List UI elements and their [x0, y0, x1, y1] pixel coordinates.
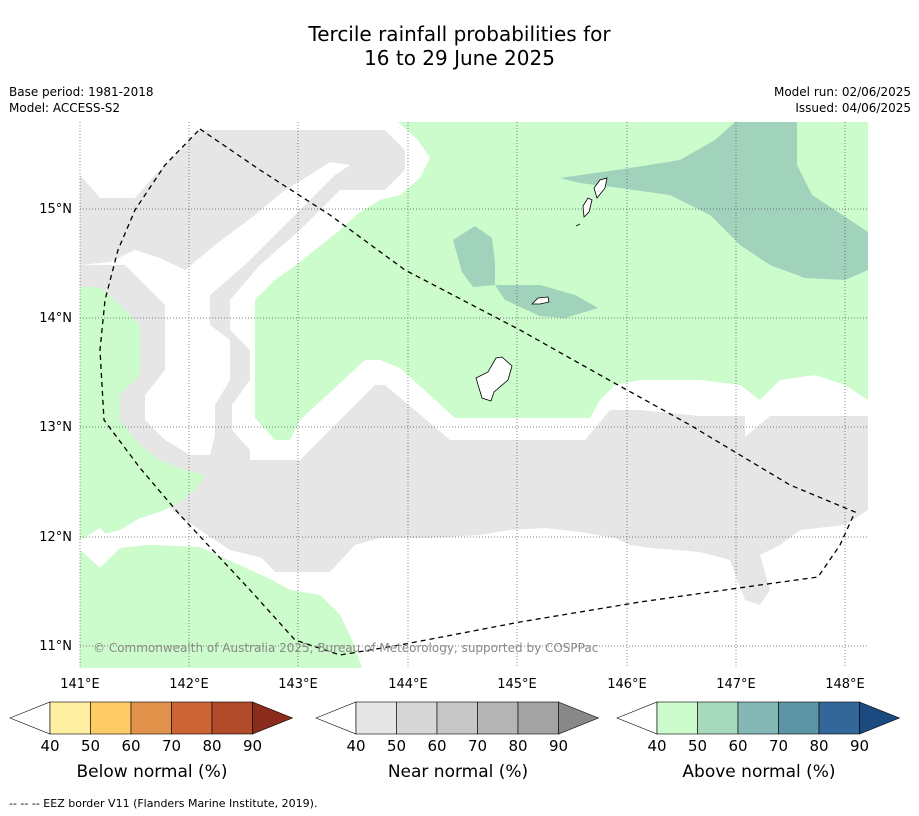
- colorbar-segment: [697, 701, 739, 735]
- map: 141°E 142°E 143°E 144°E 145°E 146°E 147°…: [39, 122, 868, 692]
- colorbar-tick-label: 90: [849, 737, 870, 755]
- colorbar-segment: [778, 701, 820, 735]
- copyright-notice: © Commonwealth of Australia 2025, Bureau…: [93, 641, 599, 655]
- colorbar-tick-label: 60: [427, 737, 447, 755]
- colorbar-segment: [355, 701, 397, 735]
- colorbar-tick-label: 50: [687, 737, 708, 755]
- guam-island: [475, 356, 513, 402]
- colorbar-tick-label: 40: [40, 737, 60, 755]
- rota-island: [531, 296, 550, 305]
- aguijan-island: [575, 223, 581, 227]
- colorbar-tick-label: 80: [809, 737, 829, 755]
- lat-tick: 13°N: [39, 420, 72, 435]
- colorbar-tick-label: 80: [202, 737, 222, 755]
- issued-label: Issued: 04/06/2025: [795, 101, 911, 115]
- colorbar-segment: [517, 701, 559, 735]
- lat-tick: 12°N: [39, 530, 72, 545]
- colorbar-tick-label: 40: [346, 737, 366, 755]
- colorbar-segment: [171, 701, 213, 735]
- graticule: [79, 122, 868, 668]
- colorbar-tick-label: 70: [467, 737, 488, 755]
- colorbar-low-extension: [616, 701, 658, 735]
- lon-tick: 144°E: [388, 677, 428, 692]
- islands: [475, 177, 608, 402]
- tinian-island: [582, 197, 593, 218]
- colorbar-tick-label: 60: [121, 737, 141, 755]
- title-line-2: 16 to 29 June 2025: [364, 46, 555, 70]
- lon-tick: 147°E: [716, 677, 756, 692]
- map-fills: [80, 122, 868, 668]
- colorbar-segment: [90, 701, 132, 735]
- lat-tick: 15°N: [39, 202, 72, 217]
- colorbar-low-extension: [315, 701, 357, 735]
- colorbar-segment: [49, 701, 91, 735]
- colorbar-low-extension: [9, 701, 51, 735]
- lon-tick: 146°E: [607, 677, 647, 692]
- colorbar-tick-label: 40: [647, 737, 667, 755]
- colorbar-segment: [396, 701, 438, 735]
- eez-border: [99, 128, 856, 656]
- colorbar-segment: [656, 701, 698, 735]
- legend-bars: [9, 701, 901, 735]
- chart-title: Tercile rainfall probabilities for 16 to…: [0, 22, 919, 70]
- lon-tick: 143°E: [278, 677, 318, 692]
- colorbar-tick-label: 90: [242, 737, 263, 755]
- below-normal-colorbar: [9, 701, 294, 735]
- base-period-label: Base period: 1981-2018: [9, 85, 154, 99]
- colorbar-high-extension: [558, 701, 600, 735]
- colorbar-tick-label: 70: [161, 737, 182, 755]
- eez-footnote: -- -- -- EEZ border V11 (Flanders Marine…: [9, 797, 318, 810]
- colorbar-segment: [130, 701, 172, 735]
- title-line-1: Tercile rainfall probabilities for: [308, 22, 611, 46]
- colorbar-segment: [436, 701, 478, 735]
- colorbar-segment: [818, 701, 860, 735]
- colorbar-segment: [211, 701, 253, 735]
- colorbar-segment: [477, 701, 519, 735]
- meta-left: Base period: 1981-2018 Model: ACCESS-S2: [9, 84, 154, 116]
- colorbar-tick-label: 50: [80, 737, 101, 755]
- saipan-island: [593, 177, 608, 199]
- model-label: Model: ACCESS-S2: [9, 101, 121, 115]
- colorbar-tick-label: 80: [508, 737, 528, 755]
- lat-tick-labels: 15°N 14°N 13°N 12°N 11°N: [39, 202, 72, 654]
- lat-tick: 11°N: [39, 639, 72, 654]
- colorbar-high-extension: [252, 701, 294, 735]
- near-normal-caption: Near normal (%): [387, 762, 529, 782]
- below-normal-caption: Below normal (%): [76, 762, 228, 782]
- lat-tick: 14°N: [39, 311, 72, 326]
- above-normal-40-south: [80, 545, 362, 668]
- meta-right: Model run: 02/06/2025 Issued: 04/06/2025: [774, 84, 911, 116]
- lon-tick: 148°E: [825, 677, 865, 692]
- above-normal-40-area: [80, 122, 868, 668]
- above-normal-50-area: [453, 122, 868, 318]
- above-normal-colorbar: [616, 701, 901, 735]
- colorbar-tick-label: 70: [768, 737, 789, 755]
- colorbar-segment: [737, 701, 779, 735]
- colorbar-tick-label: 50: [386, 737, 407, 755]
- colorbar-high-extension: [859, 701, 901, 735]
- model-run-label: Model run: 02/06/2025: [773, 85, 911, 99]
- lon-tick-labels: 141°E 142°E 143°E 144°E 145°E 146°E 147°…: [60, 677, 865, 692]
- near-normal-area: [80, 130, 868, 605]
- colorbar-tick-label: 90: [548, 737, 569, 755]
- lon-tick: 142°E: [169, 677, 209, 692]
- lon-tick: 141°E: [60, 677, 100, 692]
- near-normal-colorbar: [315, 701, 600, 735]
- lon-tick: 145°E: [497, 677, 537, 692]
- colorbar-tick-label: 60: [728, 737, 748, 755]
- above-normal-caption: Above normal (%): [682, 762, 836, 782]
